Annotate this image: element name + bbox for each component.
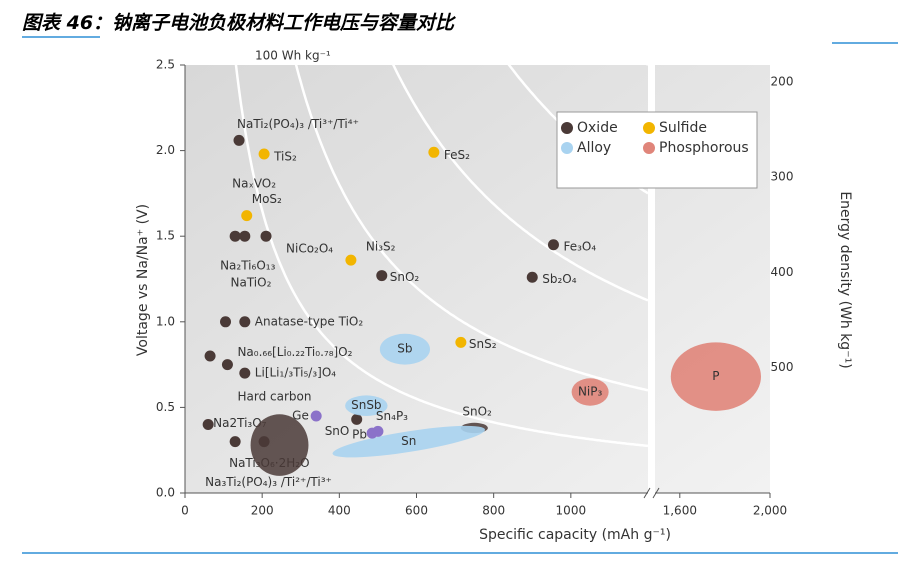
point-label: Ni₃S₂ [366,240,396,254]
legend: Oxide Sulfide Alloy Phosphorous [556,111,758,189]
data-point [241,210,253,222]
y2-tick-label: 500 [771,360,794,374]
data-blob [379,333,431,365]
x-tick-label: 400 [328,504,351,518]
y-tick-label: 2.5 [156,58,175,72]
data-blob [345,395,388,416]
x-tick-label: 1000 [556,504,587,518]
x-tick-label: 200 [251,504,274,518]
point-label: FeS₂ [444,148,470,162]
data-point [372,425,384,437]
point-label: Pb [352,428,367,442]
point-label: SnO₂ [390,270,420,284]
break-mark [643,487,660,499]
data-point [376,270,388,282]
x-tick-label: 0 [181,504,189,518]
legend-label: Alloy [577,140,611,156]
data-point [428,146,440,158]
point-label: MoS₂ [252,192,282,206]
point-label: NiCo₂O₄ [286,242,333,256]
data-point [229,436,241,448]
y2-axis-label: Energy density (Wh kg⁻¹) [837,191,853,368]
energy-curve [294,65,648,392]
data-point [526,271,538,283]
point-label: Na₀.₆₆[Li₀.₂₂Ti₀.₇₈]O₂ [237,345,352,359]
data-point [239,316,251,328]
page-title: 图表 46：钠离子电池负极材料工作电压与容量对比 [22,12,455,34]
y-tick-label: 1.5 [156,229,175,243]
data-point [220,316,232,328]
data-point [351,413,363,425]
x-axis-label: Specific capacity (mAh g⁻¹) [479,527,671,543]
data-point [345,254,357,266]
y-tick-label: 0.0 [156,486,175,500]
point-label: Na₃Ti₂(PO₄)₃ /Ti²⁺/Ti³⁺ [205,475,332,489]
point-label: Hard carbon [238,390,312,404]
y2-tick-label: 300 [771,170,794,184]
data-point [221,359,233,371]
y-axis-label: Voltage vs Na/Na⁺ (V) [135,204,151,356]
y-tick-label: 0.5 [156,400,175,414]
annotation: 100 Wh kg⁻¹ [255,49,331,63]
y2-tick-label: 200 [771,75,794,89]
point-label: Sb₂O₄ [542,272,576,286]
legend-label: Oxide [577,120,618,136]
point-label: NiP₃ [578,384,603,398]
point-label: Na₂Ti₆O₁₃ [220,259,276,273]
point-label: SnO [325,424,350,438]
legend-box [556,111,758,189]
data-point [260,230,272,242]
data-point [239,367,251,379]
x-tick-label: 600 [405,504,428,518]
x-tick-label: 1,600 [663,504,697,518]
point-label: P [712,369,719,383]
y-tick-label: 2.0 [156,143,175,157]
point-label: NaTiO₂ [231,275,272,289]
point-label: NaTi₂(PO₄)₃ /Ti³⁺/Ti⁴⁺ [237,117,359,131]
data-point [233,134,245,146]
legend-swatch [561,142,573,154]
data-blob [332,425,486,458]
point-label: Anatase-type TiO₂ [255,314,364,328]
point-label: Li[Li₁/₃Ti₅/₃]O₄ [255,366,336,380]
axis-break [648,65,655,497]
legend-swatch [643,142,655,154]
point-label: Sn₄P₃ [376,409,408,423]
data-point [310,410,322,422]
point-label: SnS₂ [469,337,497,351]
point-label: SnO₂ [462,404,492,418]
point-label: Sb [397,342,412,356]
data-point [204,350,216,362]
y-tick-label: 1.0 [156,314,175,328]
point-label: Fe₃O₄ [563,239,596,253]
data-point [229,230,241,242]
data-blob [571,378,609,406]
energy-curve [392,65,648,302]
point-label: NaₓVO₂ [232,177,276,191]
data-blob [670,342,761,411]
data-point [455,336,467,348]
point-label: SnSb [351,398,381,412]
y2-tick-label: 400 [771,265,794,279]
data-point [239,230,251,242]
data-point [202,419,214,431]
x-tick-label: 2,000 [753,504,787,518]
point-label: Na2Ti₃O₇ [213,416,267,430]
point-label: Sn [401,434,416,448]
legend-swatch [561,122,573,134]
data-point [258,148,270,160]
data-blob [250,414,309,476]
point-label: TiS₂ [273,150,297,164]
x-tick-label: 800 [482,504,505,518]
legend-label: Phosphorous [659,140,749,156]
legend-swatch [643,122,655,134]
point-label: Ge [292,408,309,422]
legend-label: Sulfide [659,120,707,136]
data-point [547,239,559,251]
